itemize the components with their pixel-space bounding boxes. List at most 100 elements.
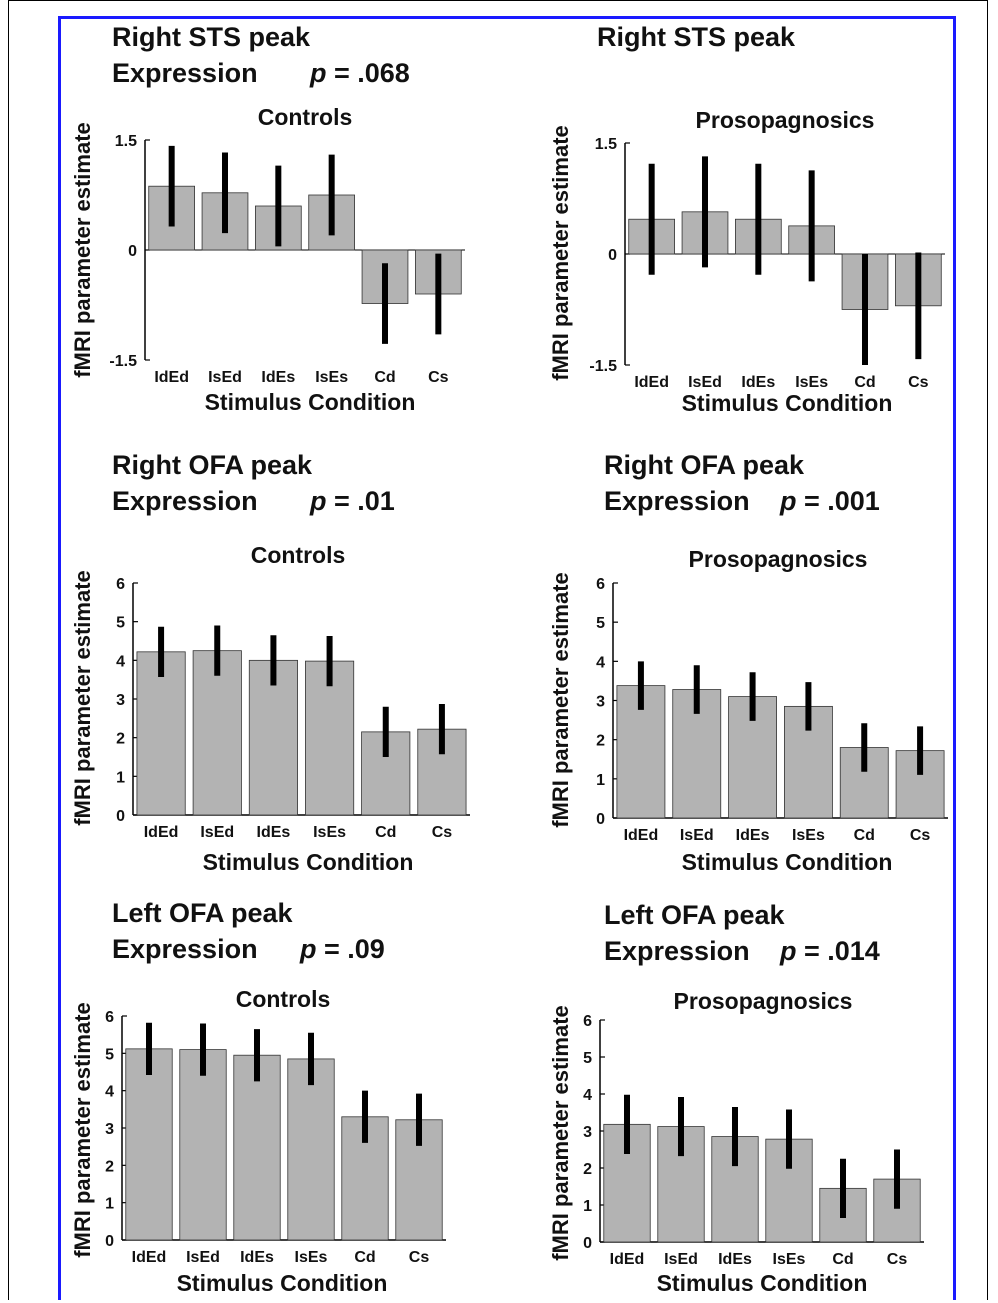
y-tick-label: 4 <box>116 653 125 670</box>
group-label: Prosopagnosics <box>696 107 875 133</box>
y-tick-label: 2 <box>116 731 125 748</box>
y-tick-label: 5 <box>116 615 125 632</box>
bar <box>248 659 298 816</box>
chart-panel-2: Right STS peak Prosopagnosics fMRI paramet… <box>548 22 945 416</box>
chart-panel-4: Right OFA peak Expression p = .001 Prosopag… <box>548 450 948 875</box>
x-tick-label: IdEs <box>240 1249 274 1266</box>
y-tick-label: 0 <box>596 811 605 828</box>
y-tick-label: 5 <box>583 1050 592 1067</box>
chart-title: Right STS peak <box>597 22 796 52</box>
chart-title: Right OFA peak <box>112 450 313 480</box>
y-tick-label: 2 <box>105 1158 114 1175</box>
y-axis-label: fMRI parameter estimate <box>70 1002 95 1258</box>
y-tick-label: -1.5 <box>589 358 617 375</box>
x-tick-label: IdEd <box>624 827 659 844</box>
group-label: Prosopagnosics <box>674 988 853 1014</box>
x-tick-label: IsEs <box>313 824 346 841</box>
x-tick-label: IsEd <box>688 374 722 391</box>
y-tick-label: 0 <box>583 1235 592 1252</box>
y-tick-label: 5 <box>596 615 605 632</box>
y-axis-label: fMRI parameter estimate <box>548 572 573 828</box>
chart-title: Left OFA peak <box>604 900 786 930</box>
y-tick-label: 1 <box>596 772 605 789</box>
x-tick-label: Cd <box>374 369 395 386</box>
p-value: p = .001 <box>779 486 880 516</box>
chart-subtitle: Expression <box>112 486 258 516</box>
chart-subtitle: Expression <box>112 58 258 88</box>
x-tick-label: Cd <box>832 1251 853 1268</box>
y-tick-label: 6 <box>583 1013 592 1030</box>
y-tick-label: 2 <box>583 1161 592 1178</box>
x-tick-label: Cs <box>887 1251 908 1268</box>
y-axis-label: fMRI parameter estimate <box>70 570 95 826</box>
figure-frame <box>8 0 988 1300</box>
x-tick-label: Cd <box>854 827 875 844</box>
chart-panel-5: Left OFA peak Expression p = .09 Controls fM… <box>70 898 446 1296</box>
chart-panel-6: Left OFA peak Expression p = .014 Prosopagn… <box>548 900 924 1296</box>
bar <box>192 650 242 816</box>
group-label: Controls <box>251 542 346 568</box>
x-tick-label: IsEd <box>680 827 714 844</box>
x-tick-label: IdEd <box>144 824 179 841</box>
chart-title: Right OFA peak <box>604 450 805 480</box>
x-tick-label: IsEd <box>186 1249 220 1266</box>
y-tick-label: 3 <box>116 692 125 709</box>
y-tick-label: 0 <box>105 1233 114 1250</box>
y-tick-label: 3 <box>105 1121 114 1138</box>
y-tick-label: 4 <box>583 1087 592 1104</box>
y-axis-label: fMRI parameter estimate <box>548 125 573 381</box>
x-tick-label: Cs <box>428 369 449 386</box>
p-value: p = .01 <box>309 486 395 516</box>
x-axis-label: Stimulus Condition <box>177 1270 388 1296</box>
chart-title: Left OFA peak <box>112 898 294 928</box>
x-tick-label: IdEs <box>741 374 775 391</box>
x-tick-label: IdEd <box>634 374 669 391</box>
chart-title: Right STS peak <box>112 22 311 52</box>
group-label: Controls <box>258 104 353 130</box>
x-tick-label: IdEs <box>736 827 770 844</box>
y-tick-label: 4 <box>105 1084 114 1101</box>
y-tick-label: 6 <box>116 576 125 593</box>
y-tick-label: 0 <box>128 243 137 260</box>
x-tick-label: IsEd <box>664 1251 698 1268</box>
x-tick-label: Cs <box>910 827 931 844</box>
x-tick-label: Cs <box>409 1249 430 1266</box>
x-tick-label: IdEd <box>154 369 189 386</box>
bar <box>287 1058 335 1241</box>
y-tick-label: 5 <box>105 1046 114 1063</box>
x-tick-label: Cs <box>432 824 453 841</box>
bar <box>136 651 186 816</box>
p-value: p = .068 <box>309 58 410 88</box>
chart-subtitle: Expression <box>112 934 258 964</box>
x-tick-label: IsEs <box>773 1251 806 1268</box>
y-tick-label: 4 <box>596 654 605 671</box>
y-tick-label: 6 <box>105 1009 114 1026</box>
x-axis-label: Stimulus Condition <box>657 1270 868 1296</box>
chart-subtitle: Expression <box>604 936 750 966</box>
y-tick-label: 1 <box>105 1196 114 1213</box>
bar <box>233 1054 281 1241</box>
y-tick-label: 3 <box>583 1124 592 1141</box>
y-tick-label: -1.5 <box>109 353 137 370</box>
bar <box>179 1049 227 1241</box>
y-tick-label: 1.5 <box>595 136 617 153</box>
x-axis-label: Stimulus Condition <box>682 390 893 416</box>
x-tick-label: IsEs <box>792 827 825 844</box>
x-tick-label: IsEs <box>295 1249 328 1266</box>
x-tick-label: IsEd <box>200 824 234 841</box>
y-axis-label: fMRI parameter estimate <box>548 1005 573 1261</box>
x-tick-label: IdEd <box>610 1251 645 1268</box>
chart-subtitle: Expression <box>604 486 750 516</box>
x-tick-label: Cs <box>908 374 929 391</box>
y-tick-label: 0 <box>608 247 617 264</box>
x-axis-label: Stimulus Condition <box>205 389 416 415</box>
bar <box>125 1048 173 1241</box>
x-tick-label: Cd <box>375 824 396 841</box>
x-tick-label: IsEs <box>315 369 348 386</box>
x-axis-label: Stimulus Condition <box>682 849 893 875</box>
x-axis-label: Stimulus Condition <box>203 849 414 875</box>
y-tick-label: 1 <box>583 1198 592 1215</box>
x-tick-label: Cd <box>854 374 875 391</box>
x-tick-label: IsEd <box>208 369 242 386</box>
